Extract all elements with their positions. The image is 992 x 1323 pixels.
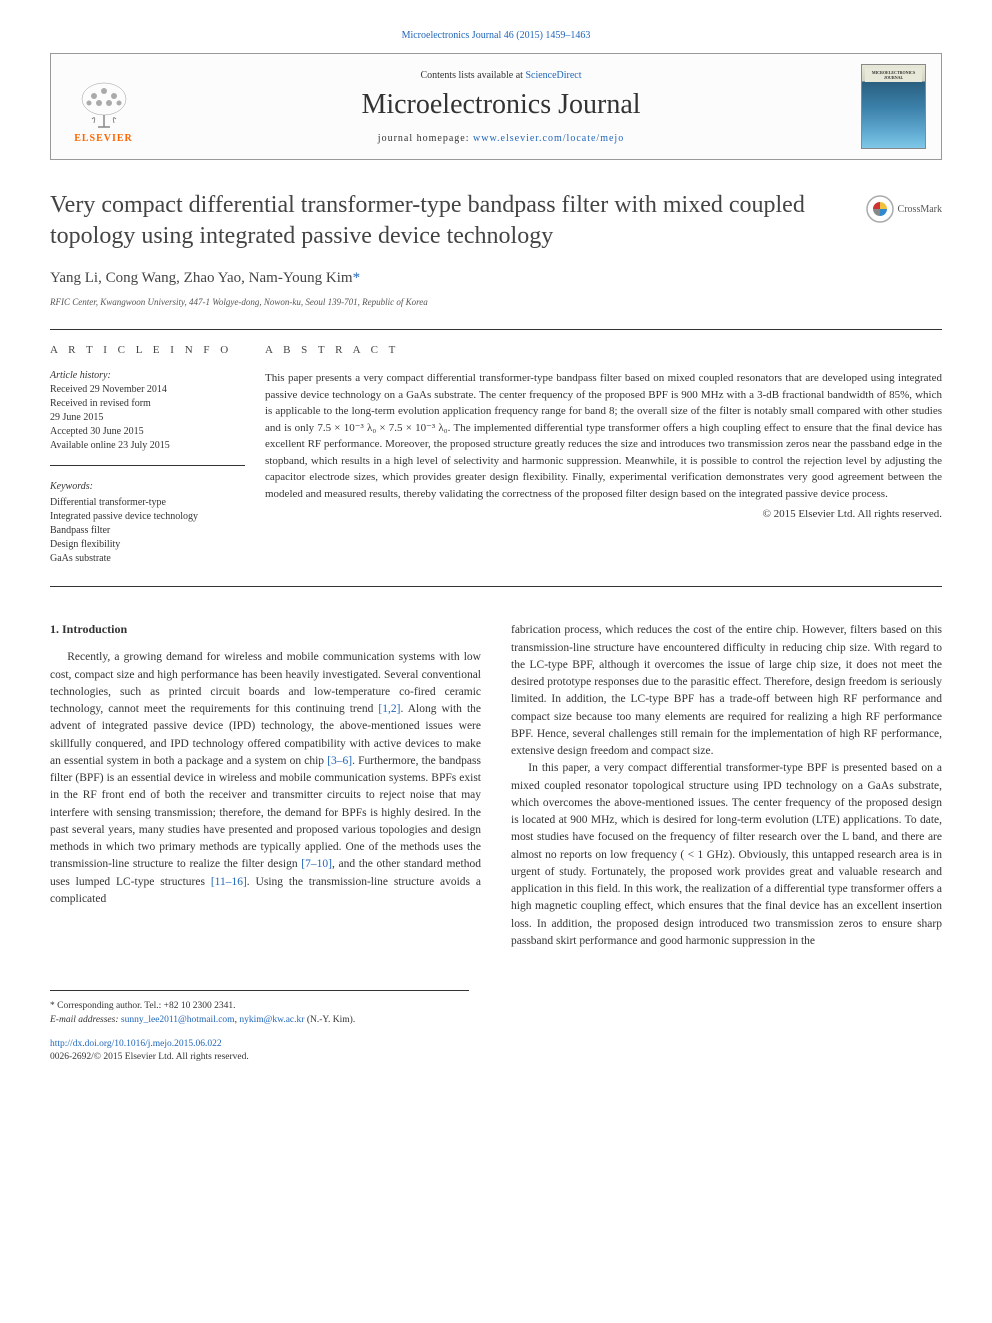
affiliation: RFIC Center, Kwangwoon University, 447-1… <box>50 297 942 307</box>
body-paragraph: In this paper, a very compact differenti… <box>511 760 942 950</box>
section-1-heading: 1. Introduction <box>50 622 481 637</box>
top-citation: Microelectronics Journal 46 (2015) 1459–… <box>50 30 942 41</box>
elsevier-logo[interactable]: ELSEVIER <box>66 69 141 144</box>
corresponding-author-note: * Corresponding author. Tel.: +82 10 230… <box>50 999 469 1013</box>
history-line: Received in revised form <box>50 397 245 411</box>
keyword: Integrated passive device technology <box>50 510 245 524</box>
body-column-right: fabrication process, which reduces the c… <box>511 622 942 950</box>
journal-homepage: journal homepage: www.elsevier.com/locat… <box>141 133 861 144</box>
section-divider <box>50 586 942 587</box>
ref-link[interactable]: [11–16] <box>211 876 247 888</box>
email-line: E-mail addresses: sunny_lee2011@hotmail.… <box>50 1013 469 1027</box>
ref-link[interactable]: [1,2] <box>378 703 400 715</box>
keywords-label: Keywords: <box>50 480 245 494</box>
authors-line: Yang Li, Cong Wang, Zhao Yao, Nam-Young … <box>50 270 942 287</box>
history-line: 29 June 2015 <box>50 411 245 425</box>
abstract-copyright: © 2015 Elsevier Ltd. All rights reserved… <box>265 508 942 520</box>
keyword: GaAs substrate <box>50 552 245 566</box>
contents-available: Contents lists available at ScienceDirec… <box>141 70 861 81</box>
journal-cover-thumbnail: MICROELECTRONICS JOURNAL <box>861 64 926 149</box>
doi-block: http://dx.doi.org/10.1016/j.mejo.2015.06… <box>50 1038 942 1065</box>
doi-link[interactable]: http://dx.doi.org/10.1016/j.mejo.2015.06… <box>50 1039 222 1049</box>
crossmark-badge[interactable]: CrossMark <box>866 195 942 223</box>
article-info-sidebar: A R T I C L E I N F O Article history: R… <box>50 329 265 566</box>
issn-copyright: 0026-2692/© 2015 Elsevier Ltd. All right… <box>50 1052 249 1062</box>
body-paragraph: fabrication process, which reduces the c… <box>511 622 942 760</box>
ref-link[interactable]: [7–10] <box>301 858 332 870</box>
history-line: Received 29 November 2014 <box>50 383 245 397</box>
email-link[interactable]: sunny_lee2011@hotmail.com <box>121 1015 235 1025</box>
sciencedirect-link[interactable]: ScienceDirect <box>525 70 581 81</box>
elsevier-tree-icon <box>74 81 134 131</box>
keyword: Design flexibility <box>50 538 245 552</box>
article-title: Very compact differential transformer-ty… <box>50 190 846 252</box>
body-two-column: 1. Introduction Recently, a growing dema… <box>50 622 942 950</box>
journal-name: Microelectronics Journal <box>141 89 861 121</box>
elsevier-label: ELSEVIER <box>74 133 133 144</box>
footnotes: * Corresponding author. Tel.: +82 10 230… <box>50 990 469 1028</box>
history-label: Article history: <box>50 370 245 381</box>
history-line: Accepted 30 June 2015 <box>50 425 245 439</box>
keyword: Bandpass filter <box>50 524 245 538</box>
journal-header: ELSEVIER Contents lists available at Sci… <box>50 53 942 160</box>
crossmark-icon <box>866 195 894 223</box>
article-info-heading: A R T I C L E I N F O <box>50 344 245 356</box>
keyword: Differential transformer-type <box>50 496 245 510</box>
homepage-link[interactable]: www.elsevier.com/locate/mejo <box>473 133 624 144</box>
abstract-heading: A B S T R A C T <box>265 344 942 356</box>
history-line: Available online 23 July 2015 <box>50 439 245 453</box>
abstract-section: A B S T R A C T This paper presents a ve… <box>265 329 942 566</box>
ref-link[interactable]: [3–6] <box>327 755 352 767</box>
corresponding-marker: * <box>353 270 361 286</box>
abstract-text: This paper presents a very compact diffe… <box>265 370 942 502</box>
email-link[interactable]: nykim@kw.ac.kr <box>239 1015 304 1025</box>
body-column-left: 1. Introduction Recently, a growing dema… <box>50 622 481 950</box>
crossmark-label: CrossMark <box>898 204 942 215</box>
body-paragraph: Recently, a growing demand for wireless … <box>50 649 481 908</box>
